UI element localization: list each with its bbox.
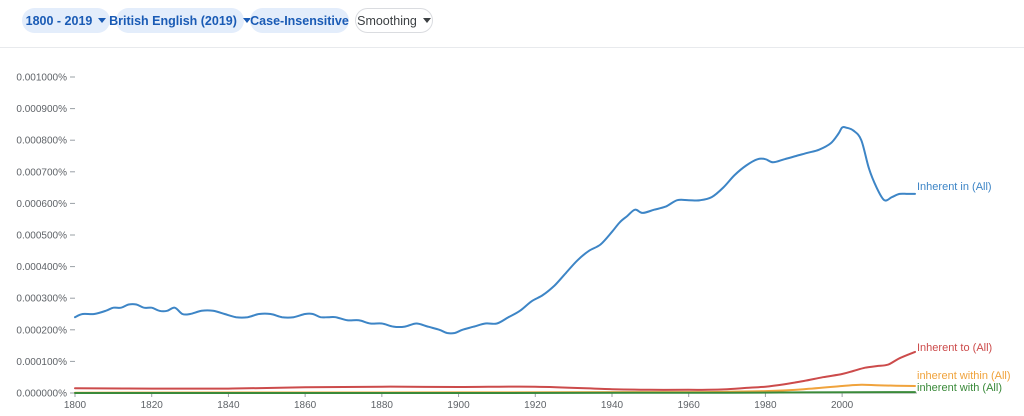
- toolbar: 1800 - 2019 British English (2019) Case-…: [0, 0, 1024, 48]
- y-tick-label: 0.000700%: [16, 167, 67, 178]
- y-tick-label: 0.000900%: [16, 104, 67, 115]
- y-tick-label: 0.001000%: [16, 73, 67, 84]
- series-label-1[interactable]: Inherent to (All): [917, 342, 992, 354]
- year-range-dropdown[interactable]: 1800 - 2019: [22, 8, 110, 33]
- chevron-down-icon: [242, 18, 251, 23]
- y-tick-label: 0.000200%: [16, 325, 67, 336]
- series-labels: Inherent in (All) Inherent to (All) inhere…: [917, 181, 1011, 394]
- corpus-dropdown[interactable]: British English (2019): [109, 8, 251, 33]
- chevron-down-icon: [422, 18, 431, 23]
- smoothing-label: Smoothing: [357, 13, 417, 28]
- corpus-label: British English (2019): [109, 13, 237, 28]
- chevron-down-icon: [98, 18, 107, 23]
- y-tick-label: 0.000100%: [16, 357, 67, 368]
- x-tick-label: 1820: [141, 400, 164, 411]
- y-axis: 0.000000% 0.000100% 0.000200% 0.000300% 0.00…: [16, 73, 75, 400]
- x-tick-label: 1940: [601, 400, 624, 411]
- y-tick-label: 0.000400%: [16, 262, 67, 273]
- y-tick-label: 0.000500%: [16, 231, 67, 242]
- y-tick-label: 0.000600%: [16, 199, 67, 210]
- x-tick-label: 1920: [524, 400, 547, 411]
- series-line-1[interactable]: [74, 350, 916, 391]
- x-tick-label: 1900: [447, 400, 470, 411]
- x-tick-label: 2000: [831, 400, 854, 411]
- series-line-0[interactable]: [74, 125, 916, 335]
- x-tick-label: 1860: [294, 400, 317, 411]
- x-tick-label: 1880: [371, 400, 394, 411]
- case-label: Case-Insensitive: [250, 13, 349, 28]
- smoothing-dropdown[interactable]: Smoothing: [355, 8, 433, 33]
- series-label-0[interactable]: Inherent in (All): [917, 181, 992, 193]
- y-tick-label: 0.000000%: [16, 389, 67, 400]
- series-label-2[interactable]: inherent within (All): [917, 370, 1011, 382]
- x-tick-label: 1980: [754, 400, 777, 411]
- series-line-3[interactable]: [74, 391, 916, 395]
- series-lines: [74, 125, 916, 395]
- y-tick-label: 0.000300%: [16, 294, 67, 305]
- x-tick-label: 1800: [64, 400, 87, 411]
- year-range-label: 1800 - 2019: [25, 13, 93, 28]
- series-label-3[interactable]: inherent with (All): [917, 382, 1002, 394]
- x-tick-label: 1960: [678, 400, 701, 411]
- case-insensitive-toggle[interactable]: Case-Insensitive: [250, 8, 349, 33]
- x-tick-label: 1840: [217, 400, 240, 411]
- ngram-chart: 0.000000% 0.000100% 0.000200% 0.000300% 0.00…: [16, 73, 1011, 412]
- y-tick-label: 0.000800%: [16, 136, 67, 147]
- x-axis: 1800 1820 1840 1860 1880 1900 1920 1940 1960 1980…: [64, 392, 917, 411]
